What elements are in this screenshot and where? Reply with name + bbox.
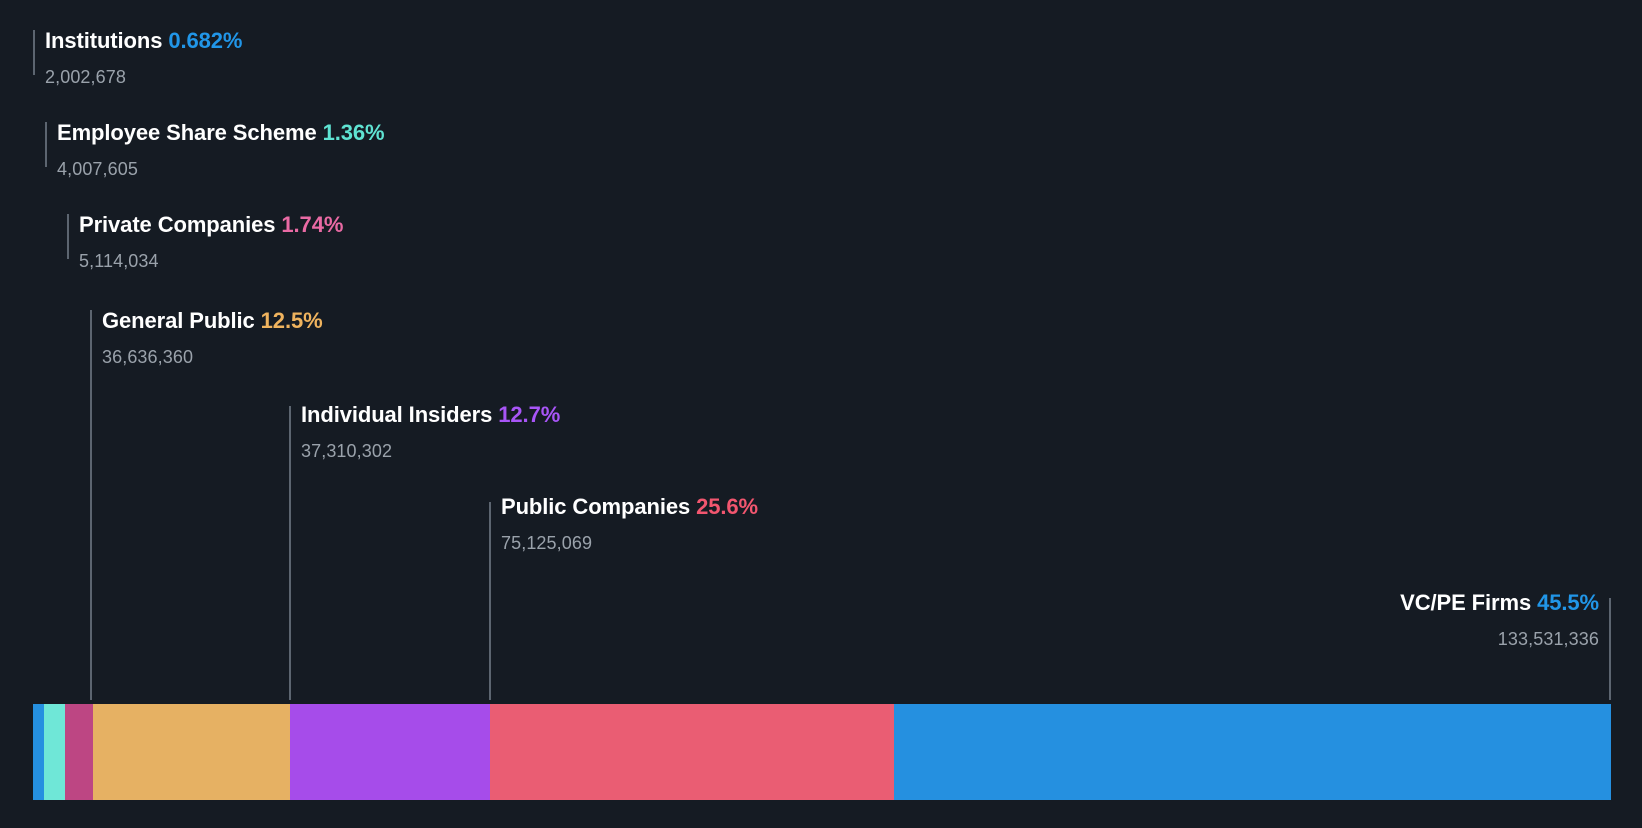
segment-percent-general-public: 12.5% bbox=[260, 308, 323, 333]
callout-text-institutions: Institutions 0.682% 2,002,678 bbox=[45, 28, 242, 88]
callout-title-general-public: General Public 12.5% bbox=[102, 308, 323, 334]
segment-percent-institutions: 0.682% bbox=[168, 28, 243, 53]
segment-shares-employee-share-scheme: 4,007,605 bbox=[57, 159, 138, 179]
segment-name-vc-pe-firms: VC/PE Firms bbox=[1400, 590, 1532, 615]
callout-tick-individual-insiders bbox=[289, 406, 291, 700]
callout-tick-employee-share-scheme bbox=[45, 122, 47, 167]
segment-name-employee-share-scheme: Employee Share Scheme bbox=[57, 120, 317, 145]
callout-text-employee-share-scheme: Employee Share Scheme 1.36% 4,007,605 bbox=[57, 120, 385, 180]
callout-title-vc-pe-firms: VC/PE Firms 45.5% bbox=[1400, 590, 1599, 616]
bar-segment-institutions[interactable] bbox=[33, 704, 44, 800]
callout-text-vc-pe-firms: VC/PE Firms 45.5% 133,531,336 bbox=[1400, 590, 1599, 650]
callout-tick-public-companies bbox=[489, 502, 491, 700]
bar-segment-private-companies[interactable] bbox=[65, 704, 93, 800]
bar-segment-vc-pe-firms[interactable] bbox=[893, 704, 1611, 800]
segment-percent-individual-insiders: 12.7% bbox=[498, 402, 561, 427]
segment-percent-vc-pe-firms: 45.5% bbox=[1537, 590, 1599, 615]
segment-name-individual-insiders: Individual Insiders bbox=[301, 402, 493, 427]
callout-text-general-public: General Public 12.5% 36,636,360 bbox=[102, 308, 323, 368]
callout-tick-private-companies bbox=[67, 214, 69, 259]
bar-segment-public-companies[interactable] bbox=[489, 704, 894, 800]
bar-segment-individual-insiders[interactable] bbox=[289, 704, 490, 800]
segment-percent-public-companies: 25.6% bbox=[696, 494, 759, 519]
segment-name-general-public: General Public bbox=[102, 308, 255, 333]
callout-text-individual-insiders: Individual Insiders 12.7% 37,310,302 bbox=[301, 402, 560, 462]
stacked-ownership-bar bbox=[33, 704, 1611, 800]
bar-segment-employee-share-scheme[interactable] bbox=[43, 704, 66, 800]
segment-shares-individual-insiders: 37,310,302 bbox=[301, 441, 393, 461]
callout-title-employee-share-scheme: Employee Share Scheme 1.36% bbox=[57, 120, 385, 146]
callout-tick-institutions bbox=[33, 30, 35, 75]
segment-name-private-companies: Private Companies bbox=[79, 212, 276, 237]
callout-tick-vc-pe-firms bbox=[1609, 598, 1611, 700]
callout-text-public-companies: Public Companies 25.6% 75,125,069 bbox=[501, 494, 758, 554]
segment-percent-private-companies: 1.74% bbox=[281, 212, 344, 237]
callout-tick-general-public bbox=[90, 310, 92, 700]
segment-shares-general-public: 36,636,360 bbox=[102, 347, 194, 367]
segment-shares-vc-pe-firms: 133,531,336 bbox=[1497, 629, 1599, 649]
callout-title-individual-insiders: Individual Insiders 12.7% bbox=[301, 402, 560, 428]
callout-title-public-companies: Public Companies 25.6% bbox=[501, 494, 758, 520]
segment-percent-employee-share-scheme: 1.36% bbox=[322, 120, 385, 145]
callout-title-private-companies: Private Companies 1.74% bbox=[79, 212, 343, 238]
callout-text-private-companies: Private Companies 1.74% 5,114,034 bbox=[79, 212, 343, 272]
bar-segment-general-public[interactable] bbox=[92, 704, 290, 800]
segment-name-institutions: Institutions bbox=[45, 28, 163, 53]
segment-name-public-companies: Public Companies bbox=[501, 494, 691, 519]
segment-shares-public-companies: 75,125,069 bbox=[501, 533, 593, 553]
callout-title-institutions: Institutions 0.682% bbox=[45, 28, 242, 54]
segment-shares-private-companies: 5,114,034 bbox=[79, 251, 159, 271]
segment-shares-institutions: 2,002,678 bbox=[45, 67, 126, 87]
